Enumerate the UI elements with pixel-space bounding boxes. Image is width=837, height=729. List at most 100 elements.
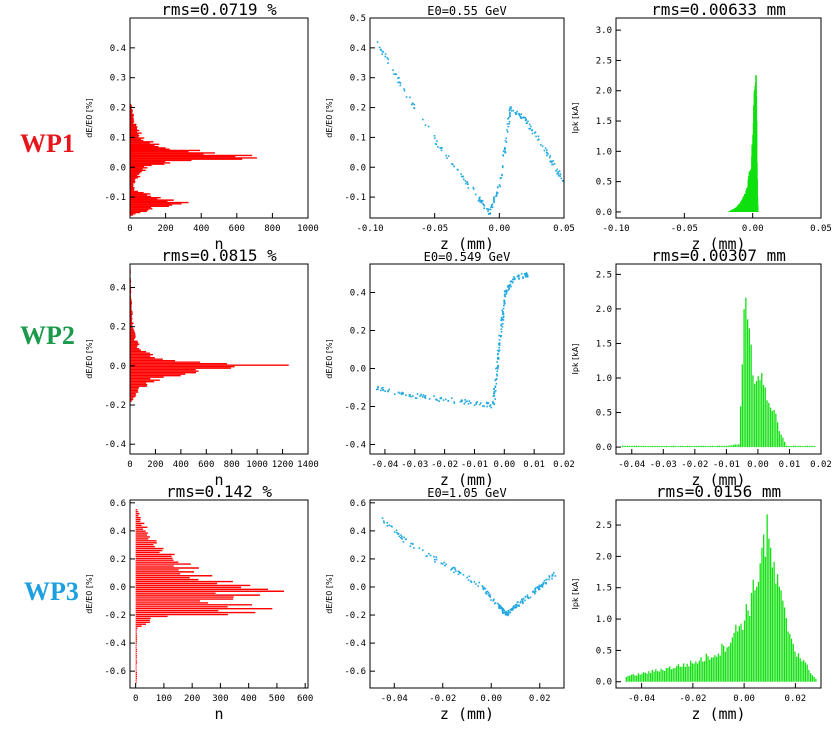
- scatter-point: [548, 575, 551, 577]
- scatter-point: [537, 588, 540, 591]
- scatter-point: [552, 572, 555, 574]
- y-tick-label: -0.4: [344, 639, 366, 649]
- scatter-point: [413, 547, 415, 549]
- scatter-point: [439, 147, 442, 149]
- scatter-point: [526, 276, 529, 278]
- y-tick-label: 2.5: [596, 521, 612, 531]
- scatter-point: [502, 315, 505, 318]
- scatter-point: [446, 157, 448, 159]
- scatter-point: [504, 140, 507, 142]
- scatter-point: [501, 610, 504, 612]
- scatter-point: [513, 605, 515, 607]
- scatter-point: [376, 41, 379, 43]
- scatter-point: [487, 213, 490, 215]
- scatter-point: [515, 113, 518, 115]
- scatter-point: [457, 573, 460, 576]
- scatter-point: [383, 521, 385, 524]
- scatter-point: [426, 555, 428, 557]
- scatter-point: [433, 555, 435, 558]
- scatter-point: [444, 398, 447, 401]
- y-tick-label: -0.2: [104, 401, 126, 411]
- scatter-point: [415, 397, 418, 400]
- scatter-point: [493, 387, 495, 390]
- scatter-point: [424, 397, 427, 399]
- x-axis-label: z (mm): [691, 471, 745, 489]
- scatter-point: [511, 281, 514, 283]
- scatter-point: [436, 140, 438, 142]
- scatter-point: [518, 275, 520, 277]
- scatter-point: [482, 203, 484, 205]
- scatter-point: [428, 552, 430, 555]
- x-tick-label: 0.01: [523, 460, 545, 470]
- scatter-point: [502, 150, 505, 153]
- scatter-point: [412, 395, 414, 397]
- scatter-point: [533, 591, 535, 593]
- x-tick-label: -0.02: [679, 694, 706, 704]
- scatter-point: [507, 609, 510, 612]
- scatter-point: [379, 49, 382, 51]
- scatter-point: [464, 399, 466, 401]
- y-tick-label: 2.5: [596, 270, 612, 280]
- scatter-point: [414, 397, 417, 399]
- x-tick-label: -0.03: [401, 460, 428, 470]
- scatter-point: [510, 109, 513, 112]
- scatter-point: [500, 328, 503, 331]
- scatter-point: [486, 402, 488, 405]
- y-axis-label: Ipk [kA]: [571, 579, 580, 610]
- x-tick-label: -0.02: [429, 694, 456, 704]
- panel-wp2-phase: -0.04 -0.03 -0.02 -0.01 0.00 0.01 0.02 -0.4 -0.2…: [325, 250, 575, 489]
- scatter-point: [416, 393, 419, 395]
- scatter-point: [463, 402, 466, 405]
- scatter-point: [522, 602, 524, 604]
- scatter-point: [472, 188, 475, 190]
- scatter-point: [531, 132, 534, 135]
- scatter-point: [380, 389, 382, 392]
- panel-title: rms=0.0719 %: [161, 0, 277, 19]
- y-tick-label: -0.6: [344, 667, 366, 677]
- scatter-point: [509, 114, 511, 117]
- scatter-point: [537, 139, 539, 141]
- scatter-point: [541, 585, 544, 587]
- scatter-point: [525, 272, 528, 274]
- scatter-point: [552, 160, 554, 162]
- scatter-point: [418, 547, 421, 549]
- scatter-point: [554, 575, 557, 577]
- scatter-point: [483, 204, 486, 207]
- scatter-point: [390, 525, 393, 527]
- scatter-point: [378, 46, 381, 49]
- scatter-point: [440, 396, 443, 399]
- scatter-point: [551, 161, 553, 163]
- scatter-point: [497, 186, 499, 189]
- y-tick-label: 3.0: [596, 26, 612, 36]
- scatter-point: [502, 612, 505, 614]
- scatter-point: [514, 606, 517, 609]
- scatter-point: [477, 200, 480, 202]
- scatter-point: [535, 135, 537, 138]
- plot-frame: [615, 499, 822, 689]
- scatter-point: [384, 53, 387, 55]
- scatter-point: [450, 568, 452, 571]
- panel-title: rms=0.0815 %: [161, 246, 277, 265]
- scatter-point: [507, 289, 510, 291]
- x-axis-label: n: [214, 471, 223, 489]
- scatter-point: [551, 574, 554, 577]
- scatter-point: [502, 154, 504, 156]
- x-tick-label: 300: [212, 694, 228, 704]
- scatter-point: [503, 612, 506, 614]
- scatter-point: [558, 170, 561, 172]
- scatter-point: [493, 197, 495, 200]
- scatter-point: [518, 114, 521, 117]
- y-tick-label: 0.0: [596, 443, 612, 453]
- scatter-point: [525, 274, 528, 277]
- scatter-point: [551, 577, 553, 580]
- scatter-point: [405, 394, 407, 396]
- scatter-point: [388, 388, 391, 391]
- scatter-point: [445, 154, 447, 157]
- scatter-point: [495, 195, 497, 197]
- scatter-point: [495, 378, 498, 380]
- x-tick-label: 600: [229, 224, 245, 234]
- scatter-point: [552, 163, 554, 166]
- scatter-point: [483, 586, 485, 589]
- x-tick-label: 0.00: [493, 460, 515, 470]
- scatter-point: [491, 206, 494, 209]
